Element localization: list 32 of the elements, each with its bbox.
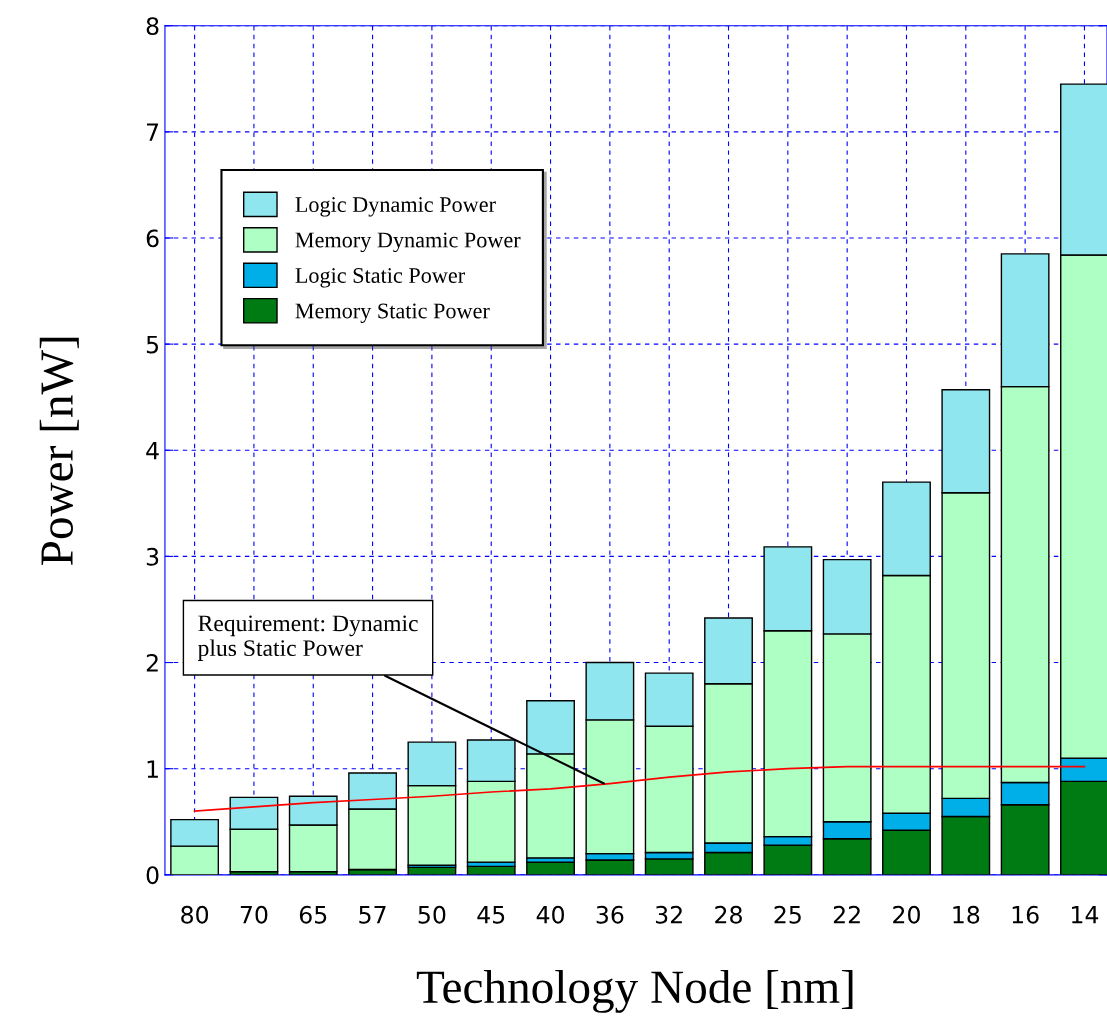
x-tick-label: 57 (359, 906, 386, 924)
y-tick-label: 0 (146, 866, 159, 885)
legend-label: Memory Static Power (295, 303, 490, 324)
x-tick-label: 16 (1012, 905, 1039, 924)
annotation: Requirement: Dynamic plus Static Power (197, 615, 418, 661)
y-axis-title: Power [nW] (39, 337, 79, 565)
x-tick-label: 14 (1072, 906, 1099, 924)
x-tick-label: 50 (418, 905, 446, 924)
y-tick-label: 2 (146, 653, 158, 672)
x-tick-label: 22 (833, 905, 860, 924)
x-tick-label: 80 (181, 905, 209, 924)
legend-label: Logic Dynamic Power (295, 197, 496, 217)
x-tick-label: 20 (893, 905, 920, 924)
y-tick-label: 6 (146, 229, 159, 248)
x-tick-label: 45 (477, 906, 505, 924)
y-tick-label: 4 (146, 442, 159, 460)
x-tick-label: 25 (774, 905, 801, 924)
x-tick-label: 70 (240, 905, 268, 924)
x-axis-title: Technology Node [nm] (416, 969, 853, 1013)
x-tick-label: 28 (715, 905, 742, 924)
y-tick-label: 7 (147, 123, 159, 141)
legend-label: Logic Static Power (295, 268, 465, 288)
y-tick-label: 1 (147, 760, 158, 778)
y-tick-label: 3 (146, 547, 159, 566)
x-tick-label: 36 (596, 905, 624, 924)
x-tick-label: 65 (299, 905, 327, 924)
y-tick-label: 8 (146, 17, 159, 36)
y-tick-label: 5 (146, 335, 159, 354)
x-tick-label: 40 (536, 905, 564, 924)
x-tick-label: 32 (655, 905, 682, 924)
x-tick-label: 18 (953, 905, 980, 924)
legend-label: Memory Dynamic Power (295, 232, 521, 253)
